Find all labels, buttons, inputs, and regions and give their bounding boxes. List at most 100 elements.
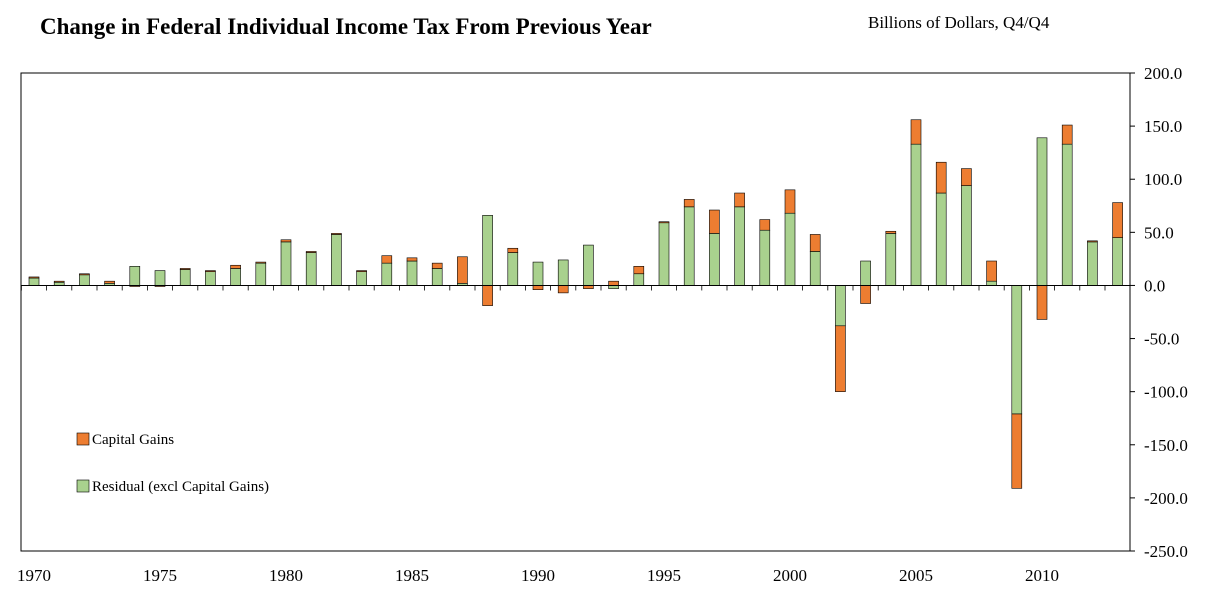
bar-residual-1972 [79, 274, 90, 286]
bar-capital-gains-1982 [331, 233, 342, 235]
legend-swatch-residual [76, 479, 90, 493]
legend-item-capital-gains: Capital Gains [76, 432, 174, 448]
bar-capital-gains-2013 [1112, 202, 1123, 238]
bar-residual-2009 [1011, 285, 1023, 415]
y-tick-label: -50.0 [1144, 330, 1179, 349]
bar-residual-1999 [759, 229, 771, 286]
x-tick-label-2000: 2000 [773, 566, 807, 585]
bar-capital-gains-1970 [28, 276, 40, 279]
bar-residual-1977 [205, 271, 216, 286]
bar-capital-gains-1972 [79, 273, 90, 276]
bar-residual-1974 [129, 266, 141, 286]
x-tick-label-1975: 1975 [143, 566, 177, 585]
bar-capital-gains-2011 [1061, 124, 1073, 145]
bar-capital-gains-1996 [683, 199, 695, 208]
bar-capital-gains-1993 [608, 280, 619, 286]
bar-capital-gains-1983 [356, 270, 367, 272]
bar-capital-gains-1994 [633, 266, 645, 275]
bar-residual-1998 [734, 206, 745, 286]
x-tick-label-1970: 1970 [17, 566, 51, 585]
zero-axis-line [20, 284, 1130, 291]
bar-capital-gains-1989 [507, 247, 519, 253]
bar-capital-gains-2000 [784, 189, 796, 214]
bar-residual-2006 [935, 192, 947, 286]
y-tick-label: -150.0 [1144, 436, 1188, 455]
bar-residual-1988 [482, 215, 493, 286]
bar-capital-gains-1995 [658, 221, 670, 224]
bar-residual-1970 [28, 277, 40, 286]
y-tick-label: 100.0 [1144, 170, 1182, 189]
bar-residual-1976 [179, 269, 191, 286]
bar-residual-2002 [835, 285, 846, 327]
y-tick-label: -200.0 [1144, 489, 1188, 508]
legend-label-residual: Residual (excl Capital Gains) [92, 479, 269, 495]
bar-residual-1996 [683, 206, 695, 286]
bar-residual-1981 [305, 252, 317, 286]
y-tick-label: 150.0 [1144, 117, 1182, 136]
chart-subtitle: Billions of Dollars, Q4/Q4 [868, 13, 1050, 32]
bar-capital-gains-2007 [961, 168, 972, 186]
plot-border [20, 72, 1131, 552]
capital-gains-series [28, 119, 1123, 489]
bar-capital-gains-2009 [1011, 413, 1023, 489]
bar-capital-gains-2002 [835, 325, 846, 392]
legend: Capital Gains Residual (excl Capital Gai… [76, 432, 269, 495]
bar-capital-gains-1999 [759, 219, 771, 231]
bar-residual-2008 [986, 280, 997, 286]
bar-residual-2011 [1061, 143, 1073, 286]
bar-capital-gains-2004 [885, 230, 897, 234]
y-tick-label: -100.0 [1144, 383, 1188, 402]
bar-residual-1984 [381, 262, 393, 286]
bar-residual-2001 [809, 251, 821, 286]
bar-residual-2005 [910, 143, 922, 286]
bar-residual-1991 [557, 259, 569, 286]
x-axis: 1970 1975 1980 1985 1990 1995 2000 2005 2010 [17, 566, 1059, 585]
bar-capital-gains-1990 [532, 285, 544, 290]
bar-residual-2000 [784, 212, 796, 286]
bar-capital-gains-2010 [1036, 285, 1048, 320]
bar-capital-gains-1973 [104, 280, 115, 284]
bar-capital-gains-1984 [381, 255, 393, 264]
bar-capital-gains-1988 [482, 285, 493, 306]
bar-residual-2007 [961, 185, 972, 286]
bar-residual-2003 [860, 260, 871, 286]
bar-residual-1979 [255, 262, 267, 286]
legend-swatch-capital-gains [76, 432, 90, 446]
bar-capital-gains-1978 [230, 264, 241, 269]
y-tick-label: -250.0 [1144, 542, 1188, 561]
y-tick-label: 0.0 [1144, 276, 1165, 295]
legend-item-residual: Residual (excl Capital Gains) [76, 479, 269, 495]
bar-residual-1978 [230, 268, 241, 286]
chart-title: Change in Federal Individual Income Tax … [40, 14, 652, 39]
y-tick-label: 50.0 [1144, 223, 1174, 242]
bar-capital-gains-1991 [557, 285, 569, 294]
bar-capital-gains-2005 [910, 119, 922, 145]
bar-residual-2010 [1036, 137, 1048, 286]
bar-capital-gains-1971 [53, 280, 65, 283]
bar-residual-1989 [507, 252, 519, 286]
y-tick-label: 200.0 [1144, 64, 1182, 83]
bar-residual-2012 [1087, 241, 1098, 286]
y-axis: 200.0 150.0 100.0 50.0 0.0 -50.0 -100.0 -150.0 -… [1130, 64, 1188, 561]
bar-capital-gains-1980 [280, 239, 292, 243]
bar-residual-1982 [331, 234, 342, 286]
bar-residual-1992 [583, 244, 594, 286]
bar-capital-gains-2012 [1087, 240, 1098, 243]
bar-capital-gains-1979 [255, 261, 267, 264]
legend-label-capital-gains: Capital Gains [92, 432, 174, 448]
bar-capital-gains-1986 [431, 262, 443, 269]
bar-capital-gains-1997 [709, 209, 720, 234]
bar-residual-2004 [885, 233, 897, 286]
residual-series [28, 137, 1123, 415]
bar-residual-1985 [406, 260, 418, 286]
bar-residual-1997 [709, 233, 720, 286]
bar-capital-gains-1998 [734, 192, 745, 208]
bar-capital-gains-1981 [305, 251, 317, 253]
bar-capital-gains-2006 [935, 161, 947, 194]
bar-capital-gains-2001 [809, 234, 821, 252]
bar-capital-gains-1977 [205, 270, 216, 272]
bar-capital-gains-1976 [179, 268, 191, 270]
bar-residual-1980 [280, 241, 292, 286]
bar-residual-1983 [356, 271, 367, 286]
